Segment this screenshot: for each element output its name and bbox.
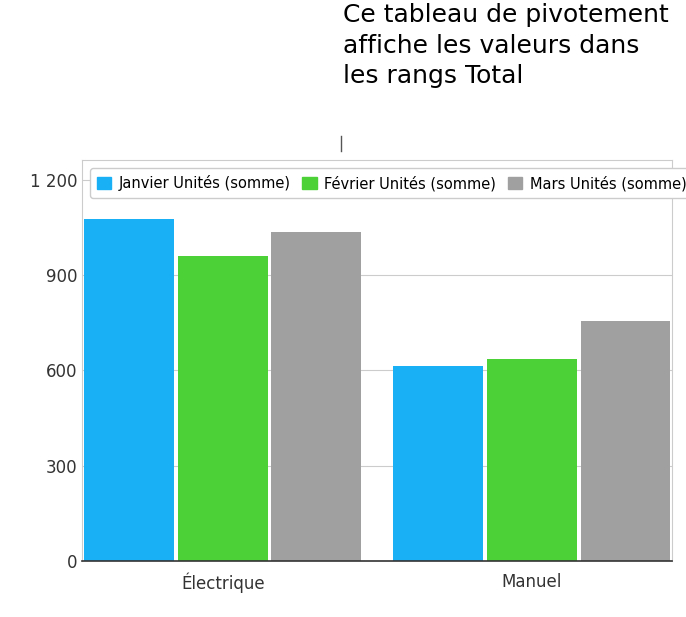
Legend: Janvier Unités (somme), Février Unités (somme), Mars Unités (somme): Janvier Unités (somme), Février Unités (… xyxy=(90,168,686,198)
Bar xyxy=(393,366,483,561)
Bar xyxy=(580,321,670,561)
Bar xyxy=(84,219,174,561)
Text: Ce tableau de pivotement
affiche les valeurs dans
les rangs Total: Ce tableau de pivotement affiche les val… xyxy=(343,3,669,88)
Bar xyxy=(178,256,268,561)
Bar xyxy=(272,232,362,561)
Bar xyxy=(487,359,577,561)
